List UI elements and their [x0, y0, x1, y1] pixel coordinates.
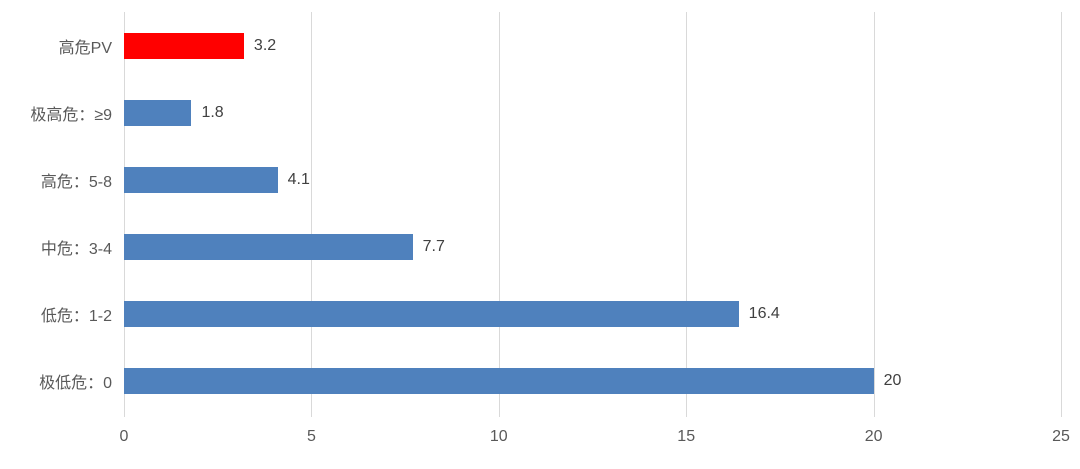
category-label: 高危PV: [58, 39, 112, 57]
x-tick-label: 15: [677, 428, 696, 445]
bar: [124, 300, 739, 327]
bar: [124, 32, 244, 59]
bar-row: 高危：5-8 4.1: [0, 146, 1061, 213]
bar-track: 3.2: [124, 32, 1061, 59]
data-label: 7.7: [422, 237, 445, 255]
bar: [124, 367, 874, 394]
bar-track: 1.8: [124, 99, 1061, 126]
category-label: 低危：1-2: [40, 307, 112, 325]
bar: [124, 166, 278, 193]
bar-track: 4.1: [124, 166, 1061, 193]
bar-track: 16.4: [124, 300, 1061, 327]
x-axis: 0 5 10 15 20 25: [120, 428, 1070, 452]
x-tick-label: 10: [489, 428, 508, 445]
bar-row: 极高危：≥9 1.8: [0, 79, 1061, 146]
x-tick-label: 20: [864, 428, 883, 445]
bar: [124, 99, 192, 126]
x-tick-label: 25: [1052, 428, 1070, 445]
data-label: 20: [883, 371, 902, 389]
bar-track: 20: [124, 367, 1061, 394]
bar-track: 7.7: [124, 233, 1061, 260]
category-label: 极高危：≥9: [30, 106, 112, 124]
gridline-25: [1061, 12, 1062, 417]
data-label: 3.2: [253, 36, 277, 54]
data-label: 4.1: [287, 170, 310, 188]
data-label: 1.8: [201, 103, 224, 121]
bar-row: 极低危：0 20: [0, 347, 1061, 414]
category-label: 高危：5-8: [40, 173, 112, 191]
bar-row: 低危：1-2 16.4: [0, 280, 1061, 347]
x-tick-label: 0: [119, 428, 129, 445]
category-label: 极低危：0: [39, 374, 112, 392]
bar-rows: 高危PV 3.2 极高危：≥9 1.8 高危：5-8 4.1 中危：3-4 7.7 低危：1-2…: [0, 12, 1061, 414]
bar: [124, 233, 413, 260]
data-label: 16.4: [748, 304, 780, 322]
x-tick-label: 5: [306, 428, 316, 445]
bar-row: 中危：3-4 7.7: [0, 213, 1061, 280]
bar-row: 高危PV 3.2: [0, 12, 1061, 79]
category-label: 中危：3-4: [40, 240, 112, 258]
